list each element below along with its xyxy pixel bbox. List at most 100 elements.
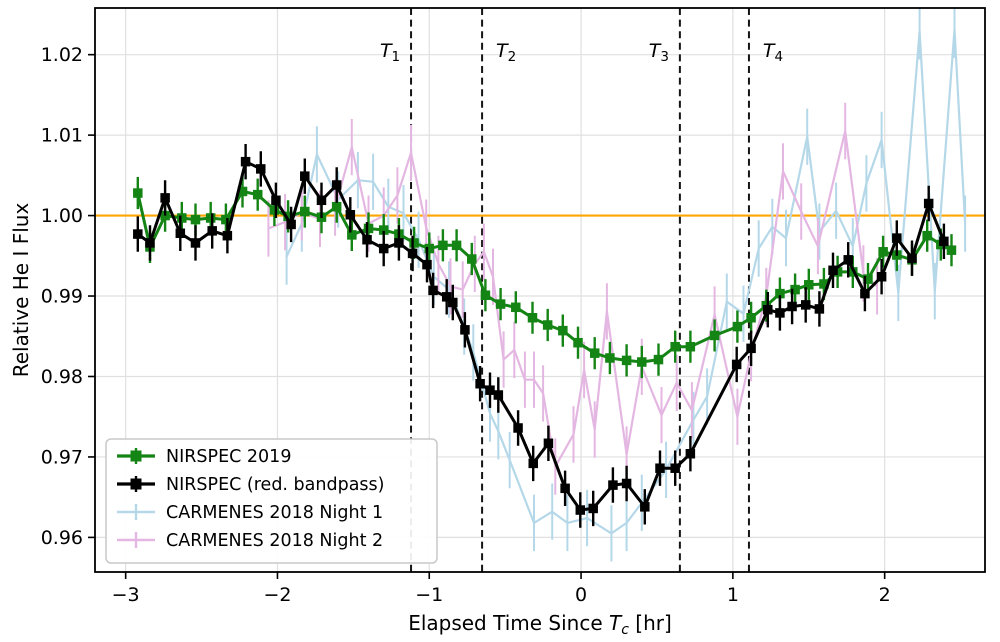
- marker-nirspec-red-bandpass: [300, 171, 310, 181]
- y-tick-label: 0.96: [41, 527, 83, 549]
- marker-nirspec-2019: [790, 284, 800, 295]
- x-tick-label: 1: [727, 584, 739, 606]
- marker-nirspec-red-bandpass: [907, 253, 917, 263]
- marker-nirspec-2019: [363, 223, 374, 234]
- marker-nirspec-2019: [480, 290, 491, 300]
- legend-item-nirspec-red-bandpass: NIRSPEC (red. bandpass): [117, 475, 384, 495]
- marker-nirspec-red-bandpass: [575, 505, 586, 515]
- legend-box: [105, 438, 438, 564]
- marker-nirspec-red-bandpass: [939, 236, 949, 247]
- marker-nirspec-red-bandpass: [528, 458, 538, 469]
- marker-nirspec-red-bandpass: [843, 255, 853, 265]
- marker-nirspec-2019: [467, 254, 477, 264]
- marker-nirspec-red-bandpass: [814, 304, 825, 314]
- marker-nirspec-red-bandpass: [493, 390, 504, 400]
- marker-nirspec-red-bandpass: [316, 195, 327, 206]
- marker-nirspec-red-bandpass: [685, 448, 696, 459]
- marker-nirspec-red-bandpass: [560, 483, 570, 494]
- marker-nirspec-2019: [409, 238, 419, 248]
- marker-nirspec-red-bandpass: [860, 288, 870, 299]
- marker-nirspec-red-bandpass: [588, 503, 598, 514]
- marker-nirspec-red-bandpass: [394, 238, 404, 248]
- legend-glyph-square: [130, 478, 142, 490]
- legend-glyph-square: [130, 450, 142, 462]
- marker-nirspec-2019: [819, 279, 829, 289]
- marker-nirspec-red-bandpass: [655, 463, 665, 473]
- marker-nirspec-red-bandpass: [160, 193, 170, 203]
- x-tick-label: 2: [879, 584, 891, 606]
- marker-nirspec-2019: [670, 341, 680, 352]
- marker-nirspec-red-bandpass: [513, 423, 523, 433]
- marker-nirspec-red-bandpass: [800, 300, 811, 310]
- marker-nirspec-red-bandpass: [746, 343, 756, 354]
- axes-spines: [94, 7, 986, 573]
- legend-item-carmenes-2018-night-1: CARMENES 2018 Night 1: [117, 503, 383, 523]
- marker-nirspec-2019: [946, 245, 957, 255]
- marker-nirspec-red-bandpass: [763, 304, 773, 315]
- series-nirspec-red-bandpass: [133, 144, 949, 528]
- marker-nirspec-2019: [653, 354, 664, 365]
- marker-nirspec-2019: [863, 274, 873, 284]
- marker-nirspec-red-bandpass: [175, 228, 186, 239]
- marker-nirspec-2019: [558, 325, 568, 336]
- marker-nirspec-2019: [190, 214, 201, 225]
- marker-nirspec-2019: [589, 348, 600, 358]
- marker-nirspec-red-bandpass: [448, 297, 458, 308]
- marker-nirspec-red-bandpass: [828, 265, 838, 276]
- marker-nirspec-red-bandpass: [428, 285, 438, 296]
- marker-nirspec-red-bandpass: [876, 271, 887, 282]
- marker-nirspec-2019: [133, 188, 143, 198]
- marker-nirspec-red-bandpass: [640, 502, 650, 512]
- marker-nirspec-2019: [878, 247, 888, 257]
- marker-nirspec-2019: [347, 230, 357, 240]
- marker-nirspec-2019: [424, 243, 435, 254]
- marker-nirspec-2019: [746, 313, 756, 323]
- marker-nirspec-red-bandpass: [286, 219, 296, 230]
- contact-label-T4: T4: [763, 40, 783, 65]
- marker-nirspec-red-bandpass: [485, 385, 495, 395]
- y-tick-label: 0.97: [41, 446, 83, 468]
- marker-nirspec-red-bandpass: [331, 180, 342, 190]
- marker-nirspec-2019: [709, 330, 720, 341]
- marker-nirspec-2019: [451, 240, 462, 251]
- contact-label-T2: T2: [496, 40, 516, 65]
- marker-nirspec-red-bandpass: [923, 198, 934, 209]
- marker-nirspec-red-bandpass: [460, 325, 470, 335]
- marker-nirspec-red-bandpass: [222, 230, 233, 241]
- marker-nirspec-2019: [252, 189, 263, 200]
- marker-nirspec-2019: [205, 213, 216, 223]
- marker-nirspec-red-bandpass: [441, 292, 452, 302]
- marker-nirspec-red-bandpass: [256, 164, 266, 174]
- x-axis-label: Elapsed Time Since Tc [hr]: [408, 611, 672, 638]
- marker-nirspec-2019: [331, 201, 342, 212]
- marker-nirspec-red-bandpass: [475, 378, 485, 389]
- marker-nirspec-2019: [511, 302, 521, 313]
- legend-label-carmenes-2018-night-2: CARMENES 2018 Night 2: [166, 531, 383, 551]
- marker-nirspec-2019: [300, 206, 310, 217]
- marker-nirspec-2019: [685, 341, 696, 352]
- marker-nirspec-2019: [527, 313, 538, 323]
- marker-nirspec-2019: [177, 213, 187, 223]
- legend-label-nirspec-2019: NIRSPEC 2019: [166, 447, 291, 467]
- marker-nirspec-2019: [621, 355, 632, 366]
- marker-nirspec-red-bandpass: [543, 438, 554, 449]
- x-tick-label: −3: [112, 584, 140, 606]
- marker-nirspec-2019: [775, 288, 785, 299]
- marker-nirspec-red-bandpass: [731, 359, 742, 370]
- marker-nirspec-2019: [804, 280, 814, 290]
- marker-nirspec-red-bandpass: [345, 210, 356, 220]
- marker-nirspec-red-bandpass: [207, 226, 217, 236]
- line-carmenes-2018-night-1: [285, 28, 967, 535]
- marker-nirspec-2019: [269, 205, 280, 215]
- marker-nirspec-red-bandpass: [407, 248, 418, 259]
- marker-nirspec-red-bandpass: [133, 229, 143, 239]
- x-tick-label: −2: [263, 584, 291, 606]
- marker-nirspec-2019: [732, 321, 743, 332]
- marker-nirspec-2019: [495, 299, 506, 309]
- marker-nirspec-red-bandpass: [190, 238, 201, 248]
- legend-item-nirspec-2019: NIRSPEC 2019: [117, 447, 291, 467]
- marker-nirspec-2019: [438, 240, 448, 251]
- y-tick-label: 1.01: [41, 125, 83, 147]
